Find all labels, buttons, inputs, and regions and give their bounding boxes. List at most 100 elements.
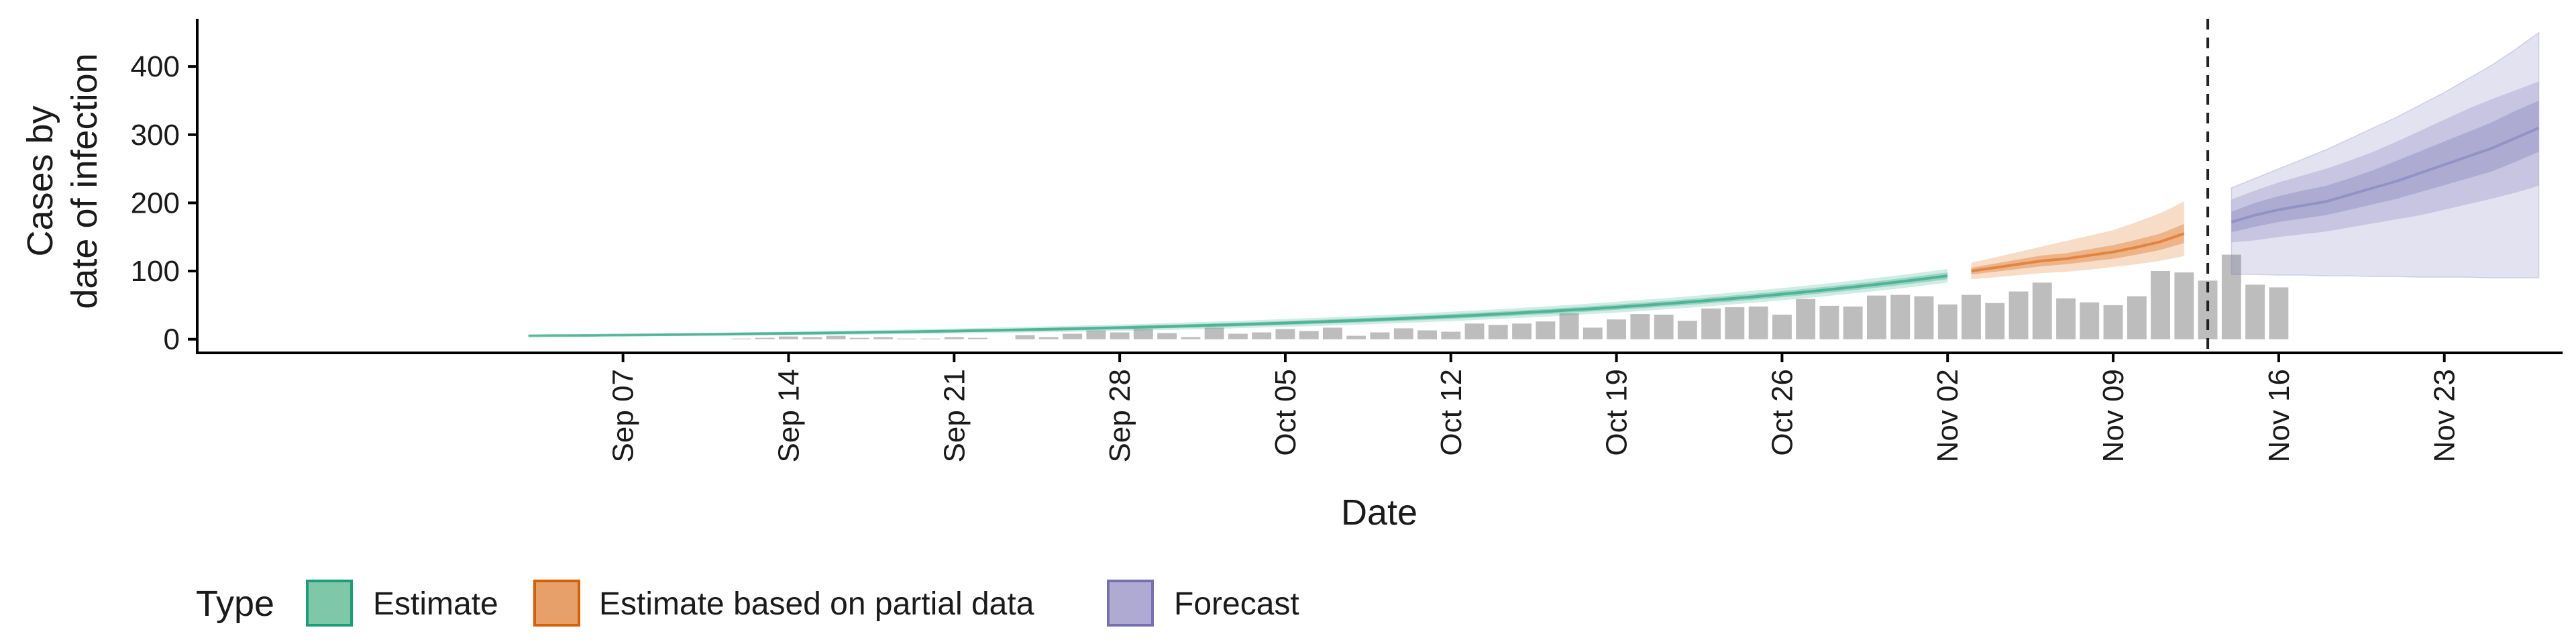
reported-cases-bar: [2008, 291, 2029, 339]
reported-cases-bar: [1512, 323, 1532, 339]
x-tick-label: Nov 16: [2263, 369, 2296, 462]
reported-cases-bar: [1914, 296, 1934, 339]
reported-cases-bar: [1252, 332, 1272, 339]
legend-swatch-forecast: [1107, 580, 1154, 627]
reported-cases-bar: [1323, 327, 1342, 339]
reported-cases-bar: [1867, 295, 1886, 339]
forecast-inner-band: [2231, 101, 2539, 233]
x-tick-label: Oct 12: [1435, 369, 1468, 456]
y-ticks: 0 100 200 300 400: [131, 50, 197, 356]
reported-cases-bar: [1346, 335, 1366, 339]
reported-cases-bars: [731, 254, 2289, 339]
reported-cases-bar: [1890, 294, 1911, 339]
reported-cases-bar: [1654, 315, 1674, 339]
reported-cases-bar: [1110, 332, 1130, 339]
legend: Type Estimate Estimate based on partial …: [196, 580, 1299, 627]
reported-cases-bar: [1630, 314, 1650, 339]
reported-cases-bar: [1559, 313, 1579, 339]
reported-cases-bar: [1985, 303, 2005, 339]
reported-cases-bar: [1772, 315, 1792, 339]
reported-cases-bar: [2127, 296, 2147, 339]
reported-cases-bar: [1417, 330, 1437, 339]
legend-title: Type: [196, 584, 274, 624]
reported-cases-bar: [1204, 327, 1224, 339]
reported-cases-bar: [1157, 333, 1177, 339]
forecast-mid-band: [2231, 81, 2539, 243]
reported-cases-bar: [1393, 328, 1413, 339]
reported-cases-bar: [1937, 304, 1957, 339]
legend-swatch-partial: [533, 580, 580, 627]
reported-cases-bar: [1015, 335, 1035, 339]
reported-cases-bar: [1748, 306, 1768, 339]
x-tick-label: Nov 09: [2097, 369, 2130, 462]
estimate-bands: [528, 31, 2540, 337]
reported-cases-bar: [1962, 294, 1981, 339]
reported-cases-bar: [873, 337, 893, 339]
reported-cases-bar: [1181, 337, 1201, 339]
reported-cases-bar: [2151, 271, 2170, 339]
reported-cases-bar: [1677, 321, 1697, 339]
y-tick-label: 100: [131, 255, 180, 288]
reported-cases-bar: [1370, 332, 1390, 339]
reported-cases-bar: [755, 337, 775, 339]
y-tick-label: 400: [131, 50, 180, 83]
reported-cases-bar: [1441, 331, 1461, 339]
reported-cases-bar: [1275, 329, 1295, 339]
y-tick-label: 200: [131, 186, 180, 219]
reported-cases-bar: [1536, 321, 1556, 339]
x-tick-label: Sep 14: [773, 369, 806, 462]
x-tick-label: Oct 05: [1269, 369, 1302, 456]
y-axis-title-line-2: date of infection: [64, 53, 105, 309]
x-axis-title: Date: [1341, 492, 1417, 533]
forecast-median-line: [2231, 126, 2540, 223]
partial-median-line: [1971, 232, 2185, 272]
reported-cases-bar: [1843, 306, 1863, 339]
y-tick-label: 0: [164, 323, 180, 356]
reported-cases-bar: [2221, 254, 2241, 339]
reported-cases-bar: [2103, 305, 2123, 339]
reported-cases-bar: [968, 337, 987, 339]
reported-cases-bar: [1582, 327, 1603, 339]
x-tick-label: Oct 26: [1766, 369, 1799, 456]
reported-cases-bar: [2174, 272, 2194, 339]
reported-cases-bar: [1488, 325, 1508, 339]
reported-cases-bar: [1133, 329, 1153, 339]
legend-label-forecast: Forecast: [1174, 586, 1299, 622]
x-tick-label: Sep 28: [1104, 369, 1136, 462]
partial-inner-band: [1971, 223, 2184, 275]
reported-cases-bar: [2269, 287, 2289, 339]
x-tick-label: Nov 02: [1931, 369, 1964, 462]
reported-cases-bar: [1063, 333, 1083, 339]
reported-cases-bar: [1038, 337, 1059, 339]
x-tick-label: Nov 23: [2428, 369, 2461, 462]
reported-cases-bar: [2056, 298, 2076, 339]
reported-cases-bar: [1299, 331, 1319, 339]
reported-cases-bar: [2245, 284, 2265, 339]
x-tick-label: Sep 21: [938, 369, 971, 462]
reported-cases-bar: [1725, 307, 1745, 339]
reported-cases-bar: [1464, 323, 1485, 339]
reported-cases-bar: [1228, 333, 1248, 339]
reported-cases-bar: [1819, 305, 1839, 339]
reported-cases-bar: [2080, 302, 2100, 339]
reported-cases-bar: [1607, 319, 1626, 339]
reported-cases-bar: [849, 337, 869, 339]
y-axis-title-line-1: Cases by: [20, 105, 60, 256]
legend-label-partial: Estimate based on partial data: [599, 586, 1034, 622]
forecast-outer-band: [2231, 31, 2540, 278]
reported-cases-bar: [2032, 282, 2052, 339]
x-tick-label: Oct 19: [1601, 369, 1633, 456]
legend-label-estimate: Estimate: [373, 586, 498, 622]
reported-cases-bar: [1701, 308, 1721, 339]
y-tick-label: 300: [131, 119, 180, 152]
reported-cases-bar: [802, 337, 822, 339]
y-axis-title: Cases by date of infection: [20, 53, 105, 309]
reported-cases-bar: [779, 336, 798, 339]
reported-cases-bar: [826, 335, 846, 339]
axes: [196, 19, 2563, 354]
reported-cases-bar: [1796, 299, 1816, 339]
reported-cases-bar: [1086, 330, 1106, 339]
x-ticks: Sep 07 Sep 14 Sep 21 Sep 28 Oct 05 Oct 12 Oct …: [607, 353, 2461, 462]
x-tick-label: Sep 07: [607, 369, 640, 462]
